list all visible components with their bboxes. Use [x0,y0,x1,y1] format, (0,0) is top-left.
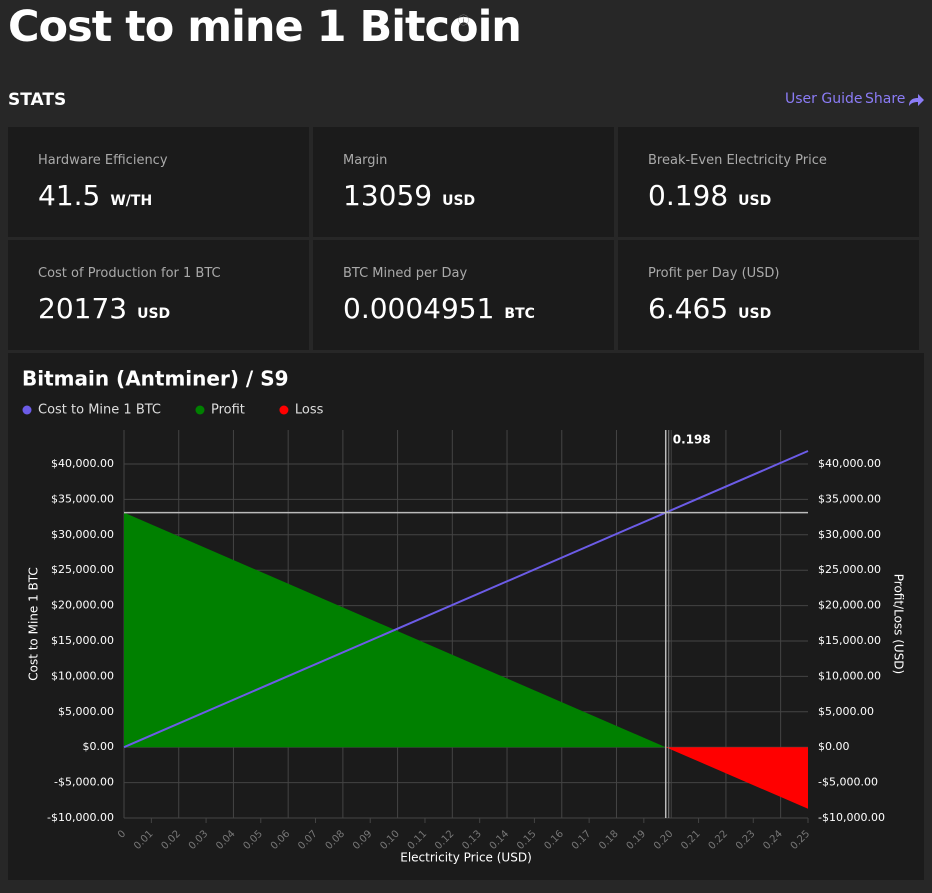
stat-unit: USD [738,193,772,209]
legend-marker [195,405,205,415]
y-tick-label: $40,000.00 [51,457,114,470]
x-tick-label: 0.06 [269,828,293,852]
y-axis-title: Cost to Mine 1 BTC [27,567,41,681]
y-tick-label: $0.00 [83,740,115,753]
stat-card: Break-Even Electricity Price 0.198 USD [618,127,919,237]
y2-tick-label: $5,000.00 [818,705,874,718]
y2-tick-label: $0.00 [818,740,850,753]
x-tick-label: 0.08 [324,828,348,852]
y2-tick-label: $20,000.00 [818,599,881,612]
x-tick-label: 0.09 [351,828,375,852]
stat-unit: USD [738,306,772,322]
x-tick-label: 0.13 [460,828,484,852]
x-tick-label: 0.15 [515,828,539,852]
x-tick-label: 0.10 [378,828,402,852]
x-axis-title: Electricity Price (USD) [400,851,532,865]
y-tick-label: $20,000.00 [51,599,114,612]
stat-unit: W/TH [110,193,153,209]
x-tick-label: 0.21 [679,828,703,852]
y-tick-label: -$10,000.00 [47,811,114,824]
legend-label: Loss [295,403,324,418]
x-tick-label: 0.18 [597,828,621,852]
y2-tick-label: $15,000.00 [818,634,881,647]
y2-axis-title: Profit/Loss (USD) [892,574,906,674]
stat-value: 0.198 USD [648,179,772,212]
stat-value: 6.465 USD [648,292,772,325]
stat-label: Margin [343,153,388,168]
y-tick-label: $30,000.00 [51,528,114,541]
stat-value: 20173 USD [38,292,171,325]
share-icon[interactable] [907,93,925,107]
x-tick-label: 0.12 [433,828,457,852]
x-tick-label: 0.22 [707,828,731,852]
share-link[interactable]: Share [865,91,906,107]
x-tick-label: 0.25 [789,828,813,852]
x-tick-label: 0.05 [242,828,266,852]
page-title: Cost to mine 1 Bitcoin [8,2,522,52]
stat-label: Hardware Efficiency [38,153,168,168]
stat-unit: USD [137,306,171,322]
x-tick-label: 0.02 [159,828,183,852]
cost-line [123,450,809,749]
y-tick-label: $5,000.00 [58,705,114,718]
y-tick-label: $35,000.00 [51,492,114,505]
chart-title: Bitmain (Antminer) / S9 [22,367,289,391]
y2-tick-label: -$5,000.00 [818,776,878,789]
y2-tick-label: $30,000.00 [818,528,881,541]
stat-card: Cost of Production for 1 BTC 20173 USD [8,240,309,350]
y-tick-label: $10,000.00 [51,669,114,682]
stat-card: BTC Mined per Day 0.0004951 BTC [313,240,614,350]
y-tick-label: $25,000.00 [51,563,114,576]
legend-marker [279,405,289,415]
chart: Bitmain (Antminer) / S9 Cost to Mine 1 B… [8,353,924,880]
stat-value: 0.0004951 BTC [343,292,535,325]
section-title: STATS [8,90,67,110]
user-guide-link[interactable]: User Guide [785,91,863,107]
stat-label: Cost of Production for 1 BTC [38,266,221,281]
x-tick-label: 0.19 [625,828,649,852]
stat-card: Profit per Day (USD) 6.465 USD [618,240,919,350]
stat-value: 13059 USD [343,179,476,212]
info-icon[interactable]: ⓘ [458,14,469,27]
stat-label: BTC Mined per Day [343,266,468,281]
x-tick-label: 0.20 [652,828,676,852]
stat-card: Hardware Efficiency 41.5 W/TH [8,127,309,237]
x-tick-label: 0.11 [406,828,430,852]
x-tick-label: 0.24 [761,828,785,852]
x-tick-label: 0.04 [214,828,238,852]
x-tick-label: 0.14 [488,828,512,852]
stat-label: Break-Even Electricity Price [648,153,827,168]
x-tick-label: 0.17 [570,828,594,852]
y2-tick-label: $25,000.00 [818,563,881,576]
crosshair-label: 0.198 [673,433,711,447]
stat-label: Profit per Day (USD) [648,266,780,281]
legend-label: Cost to Mine 1 BTC [38,403,161,418]
x-tick-label: 0.03 [187,828,211,852]
y-tick-label: -$5,000.00 [54,776,114,789]
legend-label: Profit [211,403,245,418]
y-tick-label: $15,000.00 [51,634,114,647]
stat-unit: BTC [504,306,535,322]
x-tick-label: 0 [116,828,128,840]
y2-tick-label: $35,000.00 [818,492,881,505]
x-tick-label: 0.01 [132,828,156,852]
y2-tick-label: -$10,000.00 [818,811,885,824]
stat-unit: USD [442,193,476,209]
area [665,747,808,809]
legend-marker [22,405,32,415]
stat-value: 41.5 W/TH [38,179,153,212]
x-tick-label: 0.07 [296,828,320,852]
x-tick-label: 0.16 [542,828,566,852]
y2-tick-label: $40,000.00 [818,457,881,470]
x-tick-label: 0.23 [734,828,758,852]
y2-tick-label: $10,000.00 [818,669,881,682]
stat-card: Margin 13059 USD [313,127,614,237]
